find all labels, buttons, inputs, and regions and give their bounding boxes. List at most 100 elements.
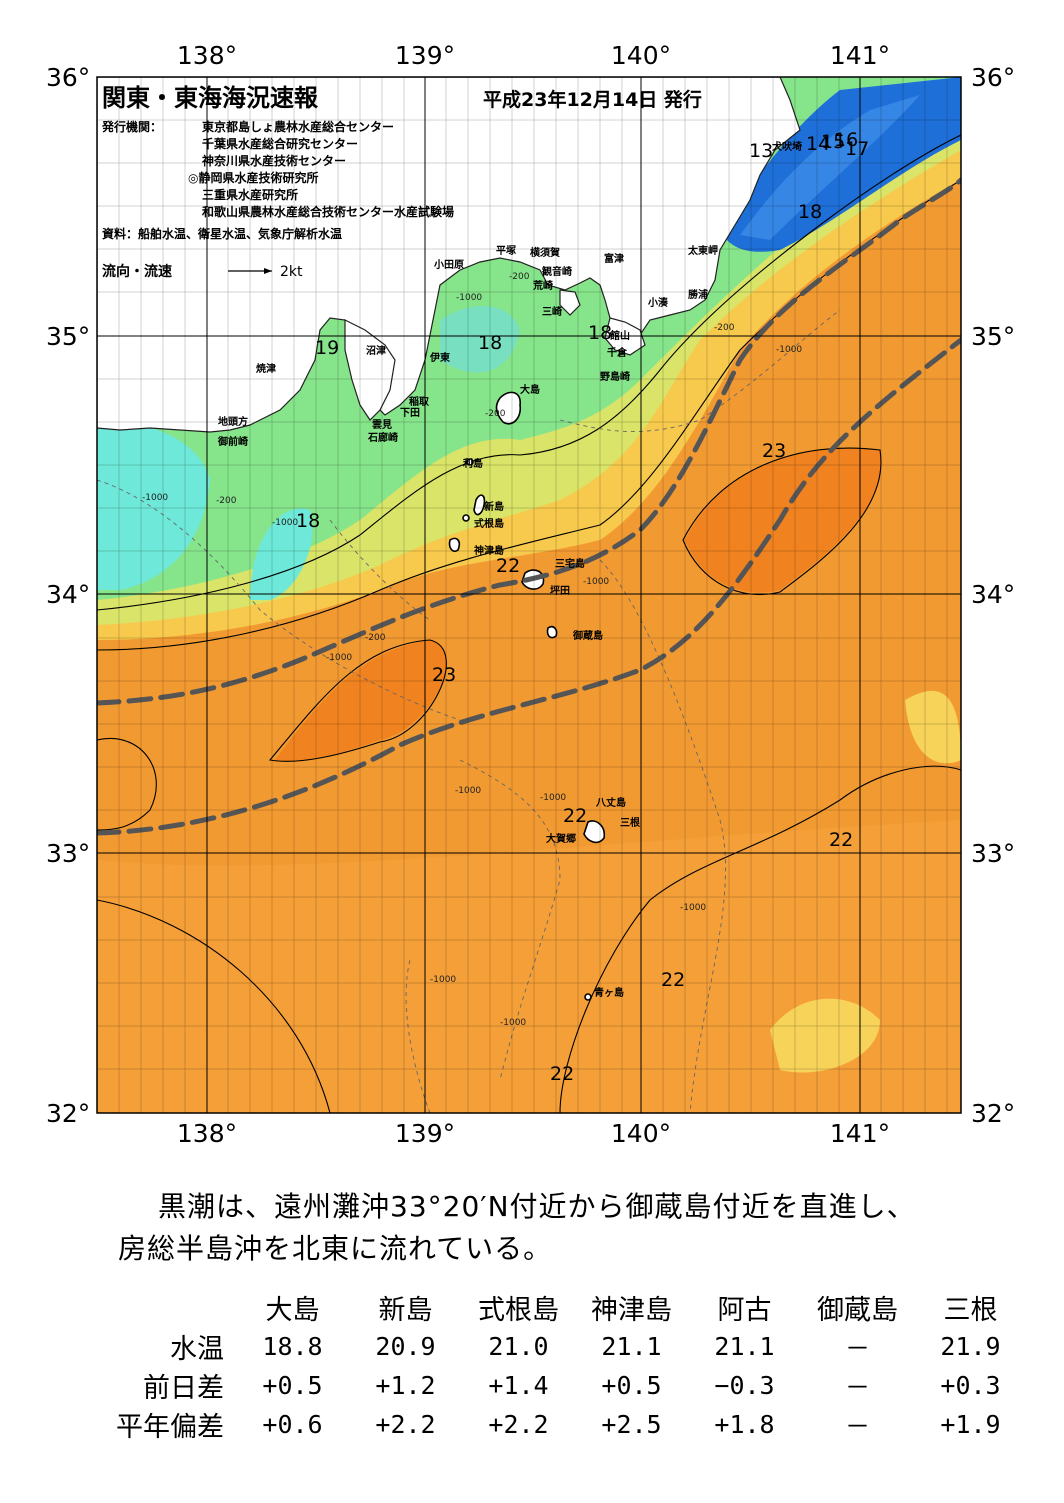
place-name: 雲見: [372, 419, 392, 431]
depth-label: -1000: [583, 577, 609, 587]
place-name: 石廊崎: [367, 431, 398, 444]
temp-label: 14: [806, 133, 830, 155]
temp-label: 22: [550, 1063, 574, 1085]
table-cell: 21.1: [601, 1332, 662, 1361]
warm-core-east: [685, 448, 881, 593]
warm-core-west: [275, 640, 447, 762]
place-name: 太東岬: [687, 244, 718, 257]
place-name: 神津島: [474, 544, 504, 557]
table-cell: +1.2: [375, 1371, 436, 1400]
lon-label-139-bottom: 139°: [395, 1119, 455, 1148]
table-cell: －: [844, 1333, 870, 1363]
temp-label: 22: [829, 829, 853, 851]
lat-label-36-right: 36°: [971, 63, 1015, 92]
cold-cell-sagami: [440, 306, 520, 373]
temp-label: 23: [762, 440, 786, 462]
place-name: 小湊: [647, 296, 669, 309]
place-name: 稲取: [409, 395, 430, 408]
sea-temperature-map: 138° 139° 140° 141° 138° 139° 140° 141° …: [46, 41, 1015, 1148]
island-mikurajima: [546, 625, 558, 639]
row-header: 平年偏差: [116, 1412, 224, 1443]
lon-label-138-top: 138°: [177, 41, 237, 70]
place-name: 坪田: [550, 584, 570, 597]
temp-label: 13: [749, 140, 773, 162]
lat-label-33-left: 33°: [46, 839, 90, 868]
place-name: 野島崎: [600, 370, 630, 383]
current-legend: 流向・流速 2kt: [102, 263, 303, 280]
temperature-labels: 13 14 15 16 17 18 18 18 19 18 22 23 23 2…: [296, 129, 869, 1085]
place-name: 御前崎: [217, 435, 248, 448]
place-name: 勝浦: [688, 288, 708, 301]
place-name: 式根島: [474, 517, 504, 530]
table-cell: 18.8: [262, 1332, 323, 1361]
issuers-label: 発行機関：: [101, 119, 162, 134]
lon-label-141-bottom: 141°: [830, 1119, 890, 1148]
light-warm-region: [97, 820, 961, 1113]
place-name: 利島: [463, 457, 483, 470]
place-name: 沼津: [366, 344, 386, 357]
temp-label: 23: [432, 664, 456, 686]
issuer-3: 神奈川県水産技術センター: [202, 153, 346, 168]
column-header: 御蔵島: [817, 1295, 898, 1326]
temp-label: 15: [821, 131, 845, 153]
place-name: 焼津: [256, 362, 276, 375]
row-header: 前日差: [143, 1373, 224, 1404]
column-header: 阿古: [717, 1295, 772, 1326]
place-name: 大島: [520, 383, 540, 396]
lat-label-32-left: 32°: [46, 1099, 90, 1128]
table-cell: +0.6: [262, 1410, 323, 1439]
lon-label-140-top: 140°: [611, 41, 671, 70]
depth-label: -1000: [272, 518, 298, 528]
table-cell: +0.5: [262, 1371, 323, 1400]
place-name: 伊東: [429, 351, 450, 364]
table-cell: +2.2: [488, 1410, 549, 1439]
column-header: 神津島: [591, 1295, 672, 1326]
place-name: 荒崎: [532, 279, 553, 292]
lat-label-34-right: 34°: [971, 580, 1015, 609]
table-cell: +0.5: [601, 1371, 662, 1400]
yellow-patch-east: [905, 690, 961, 764]
grid: [97, 77, 961, 1113]
table-row: 前日差 +0.5 +1.2 +1.4 +0.5 −0.3 － +0.3: [80, 1366, 1027, 1405]
table-cell: +1.9: [940, 1410, 1001, 1439]
place-name: 横須賀: [530, 246, 560, 259]
yellow-patch-southeast: [770, 998, 880, 1073]
temp-label: 22: [661, 969, 685, 991]
column-header: 新島: [378, 1295, 433, 1326]
narrative-line-1: 黒潮は、遠州灘沖33°20′N付近から御蔵島付近を直進し、: [158, 1190, 916, 1223]
temp-label: 18: [588, 322, 612, 344]
table-cell: +2.5: [601, 1410, 662, 1439]
temp-label: 19: [315, 337, 339, 359]
place-name: 御蔵島: [572, 629, 603, 642]
map-title: 関東・東海海況速報: [102, 84, 319, 112]
land: [97, 77, 801, 433]
current-legend-unit: 2kt: [280, 264, 303, 280]
column-header: 大島: [265, 1295, 320, 1326]
temp-label: 17: [845, 138, 869, 160]
lat-label-36-left: 36°: [46, 63, 90, 92]
place-name: 平塚: [496, 244, 516, 257]
table-header-row: 大島 新島 式根島 神津島 阿古 御蔵島 三根: [80, 1288, 1027, 1327]
table-cell: 21.9: [940, 1332, 1001, 1361]
place-name: 地頭方: [218, 415, 248, 428]
temp-label: 22: [496, 555, 520, 577]
map-frame: [96, 76, 962, 1114]
table-cell: +0.3: [940, 1371, 1001, 1400]
lat-label-34-left: 34°: [46, 580, 90, 609]
major-grid: [97, 77, 961, 1113]
place-name: 大賀郷: [546, 832, 576, 845]
table-row: 水温 18.8 20.9 21.0 21.1 21.1 － 21.9: [80, 1327, 1027, 1366]
map-layers: [97, 77, 961, 1113]
temp-label: 22: [563, 805, 587, 827]
depth-label: -1000: [540, 793, 566, 803]
kuroshio-narrative: 黒潮は、遠州灘沖33°20′N付近から御蔵島付近を直進し、 房総半島沖を北東に流…: [118, 1186, 1038, 1270]
lon-label-139-top: 139°: [395, 41, 455, 70]
depth-label: -1000: [776, 345, 802, 355]
place-name: 下田: [400, 407, 420, 419]
depth-label: -200: [509, 272, 530, 282]
table-cell: +1.8: [714, 1410, 775, 1439]
island-kozushima: [448, 537, 461, 553]
table-cell: +1.4: [488, 1371, 549, 1400]
issuer-1: 東京都島しょ農林水産総合センター: [202, 119, 394, 134]
table-cell: －: [844, 1411, 870, 1441]
